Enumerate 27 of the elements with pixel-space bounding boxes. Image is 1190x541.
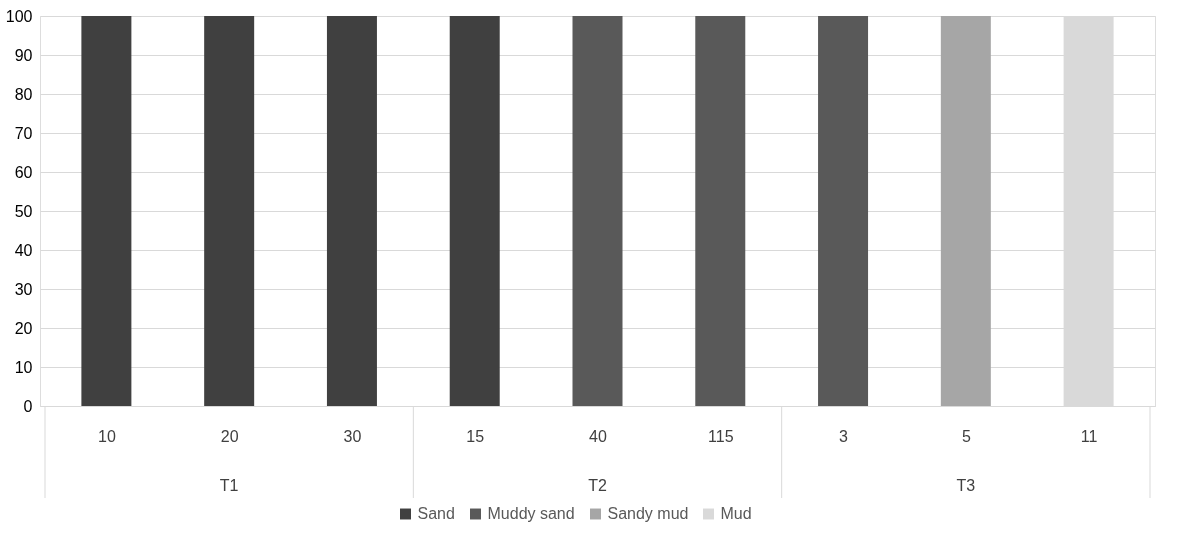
y-tick-label: 90 [14, 46, 33, 64]
text: T2 [588, 477, 607, 494]
y-tick-label: 20 [14, 319, 33, 337]
y-tick-label: 30 [14, 280, 33, 298]
y-tick-label: 0 [23, 397, 33, 415]
y-tick-label: 50 [14, 202, 33, 220]
x-tick-label: 20 [220, 427, 239, 445]
legend-label: Sand [417, 505, 455, 522]
x-tick-label: 3 [839, 427, 849, 445]
y-tick-label: 40 [14, 241, 33, 259]
text: T3 [956, 477, 976, 494]
x-tick-label: 5 [961, 427, 971, 445]
x-tick-label: 10 [97, 427, 116, 445]
y-tick-label: 60 [14, 163, 33, 181]
legend-label: Muddy sand [487, 505, 575, 522]
x-tick-label: 40 [589, 427, 607, 445]
y-tick-label: 10 [14, 358, 33, 376]
x-tick-label: 30 [343, 427, 362, 445]
text: T1 [219, 477, 239, 494]
y-tick-label: 70 [14, 124, 33, 142]
y-tick-label: 100 [5, 7, 33, 25]
x-tick-label: 11 [1080, 427, 1098, 445]
x-tick-label: 115 [708, 427, 734, 445]
x-tick-label: 15 [466, 427, 485, 445]
y-tick-label: 80 [14, 85, 33, 103]
legend-label: Mud [720, 505, 752, 522]
legend-label: Sandy mud [607, 505, 689, 522]
